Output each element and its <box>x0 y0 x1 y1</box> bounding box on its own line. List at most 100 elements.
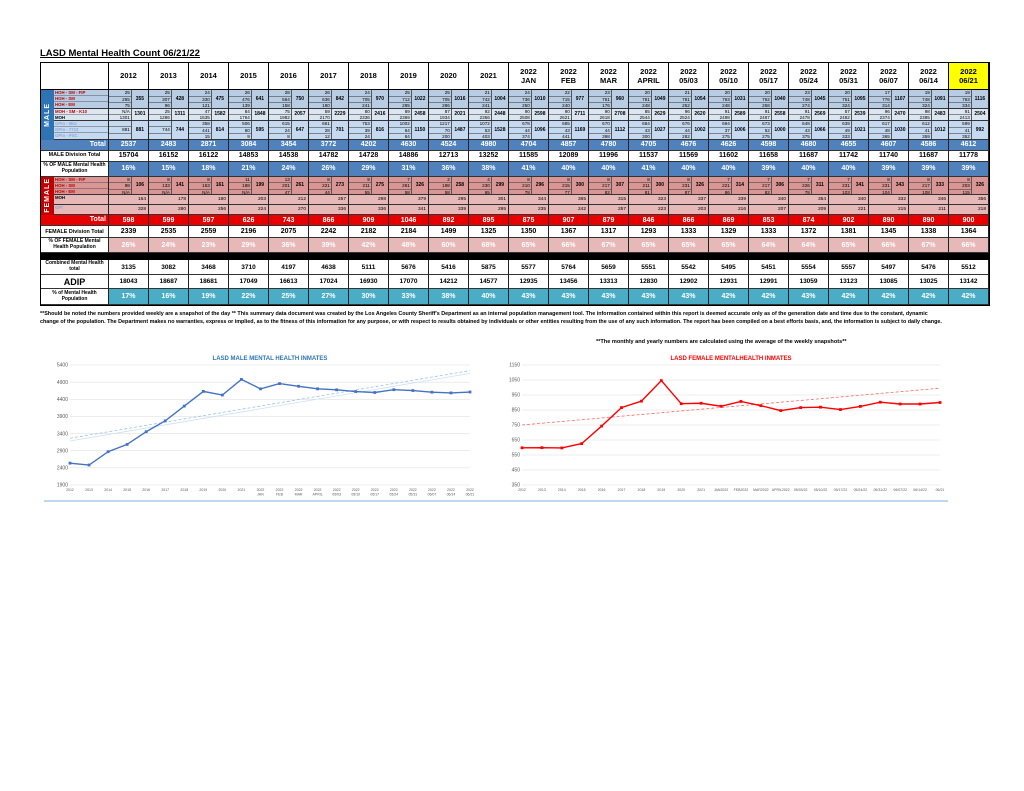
column-header-year: 2012 <box>120 71 137 81</box>
data-point-marker <box>182 404 186 408</box>
cell-value: 8 <box>149 177 171 184</box>
cell-value: N/A <box>202 190 210 196</box>
cell-value: 158 <box>282 103 290 109</box>
data-cell: 336 <box>309 205 349 216</box>
data-cell: 1072 53 403 1528 <box>469 120 509 140</box>
x-tick-label: JAN2022 <box>714 488 728 492</box>
summary-value: 26% <box>109 238 149 254</box>
group-subtotal: 2598 <box>530 108 548 120</box>
cell-value: 70 <box>429 128 451 135</box>
summary-value: 43% <box>789 289 829 306</box>
cell-value: 753 <box>349 121 371 128</box>
cell-value <box>149 134 171 139</box>
summary-value: 3454 <box>269 139 309 151</box>
summary-value: 16% <box>149 289 189 306</box>
summary-value: 1317 <box>589 226 629 239</box>
cell-value: 25 <box>389 90 411 97</box>
cell-values: 639 49 333 <box>829 121 851 139</box>
summary-value: 4612 <box>949 139 989 151</box>
summary-value: 17024 <box>309 275 349 290</box>
x-tick-label: 2012 <box>518 488 526 492</box>
data-cell: 7 261 58 326 <box>389 176 429 196</box>
row-label-cell: GPf <box>41 205 109 216</box>
data-cell: 22 715 240 977 <box>549 90 589 109</box>
data-cell: 218 <box>949 205 989 216</box>
summary-value: 13142 <box>949 275 989 290</box>
cell-values: 90 2618 <box>589 109 611 120</box>
data-cell: 24 705 241 970 <box>349 90 389 109</box>
data-point-marker <box>898 402 902 406</box>
cell-value: N/A <box>162 190 170 196</box>
cell-values: 8 231 104 <box>869 177 891 194</box>
summary-value: 892 <box>429 215 469 227</box>
group-subtotal: 1045 <box>810 90 828 108</box>
cell-value: 330 <box>189 97 211 104</box>
cell-value: 91 <box>789 109 811 116</box>
cell-values: 23 761 176 <box>589 90 611 108</box>
summary-value: 1372 <box>789 226 829 239</box>
cell-value: 84 <box>404 134 410 140</box>
group-subtotal: 273 <box>330 176 348 195</box>
summary-value: 42% <box>949 289 989 306</box>
cell-values: 20 751 324 <box>829 90 851 108</box>
data-cell: 57 2482 2539 <box>829 108 869 121</box>
column-header-year: 2022 <box>960 66 977 76</box>
data-point-marker <box>468 390 472 394</box>
cell-values: 19 763 334 <box>949 90 971 108</box>
cell-values: 91 2478 <box>789 109 811 120</box>
detail-single-row: GPf 328 280 256 224 270 336 336 341 339 295 235 242 2… <box>41 205 989 216</box>
x-tick-label: MAR <box>295 492 303 496</box>
summary-value: 19% <box>189 289 229 306</box>
cell-value: 751 <box>829 97 851 104</box>
cell-value: 96 <box>869 109 891 116</box>
group-subtotal: 647 <box>290 120 308 139</box>
summary-value: 11602 <box>709 150 749 162</box>
summary-value: 13252 <box>469 150 509 162</box>
group-subtotal: 299 <box>490 176 508 195</box>
cell-value: 59 <box>309 109 331 116</box>
summary-value: 12935 <box>509 275 549 290</box>
chart-svg: 350 450 550 650 750 850 950 1050 1150 LASD FEMALE… <box>509 356 945 492</box>
data-cell: 90 2621 2711 <box>549 108 589 121</box>
column-header-year: 2022 <box>560 66 577 76</box>
data-point-marker <box>819 405 822 409</box>
data-cell: 339 <box>429 205 469 216</box>
group-subtotal: 2458 <box>410 108 428 120</box>
data-cell: 90 2508 2598 <box>509 108 549 121</box>
cell-value: 20 <box>629 90 651 97</box>
cell-value: 2413 <box>959 115 970 121</box>
column-header: 2022 05/17 <box>749 63 789 90</box>
cell-value: 217 <box>909 183 931 191</box>
data-point-marker <box>600 424 604 428</box>
summary-value: 18687 <box>149 275 189 290</box>
cell-value: 20 <box>709 90 731 97</box>
data-cell: 328 <box>109 205 149 216</box>
header-row: 2012 2013 2014 2015 2016 2017 2018 2019 2020 2021… <box>41 63 989 90</box>
cell-value: 121 <box>202 103 210 109</box>
cell-value: 352 <box>962 134 970 140</box>
cell-value: 53 <box>469 128 491 135</box>
cell-value: 90 <box>549 109 571 116</box>
data-cell: 323 <box>629 195 669 206</box>
row-label: HOH - SM - FIP <box>41 177 108 183</box>
cell-values: 670 44 398 <box>589 121 611 139</box>
chart-title: LASD MALE MENTAL HEALTH INMATES <box>213 356 328 362</box>
summary-value: 40% <box>669 161 709 177</box>
data-cell: 340 <box>749 195 789 206</box>
summary-value: 65% <box>509 238 549 254</box>
cell-value: 230 <box>469 183 491 191</box>
row-label: MOH <box>55 114 66 120</box>
cell-value: 226 <box>789 183 811 191</box>
summary-value: 38% <box>429 289 469 306</box>
detail-row-labels: HOH - SM - FIP HOH - SM HOH - EM <box>41 176 109 196</box>
data-point-marker <box>354 390 358 393</box>
group-subtotal: 2483 <box>930 108 948 120</box>
data-point-marker <box>938 401 942 404</box>
x-tick-label: 05/31/22 <box>873 488 887 492</box>
group-subtotal: 341 <box>850 176 868 195</box>
data-cell: 178 <box>149 195 189 206</box>
cell-values: 96 2524 <box>669 109 691 120</box>
x-tick-label: 05/31 <box>408 492 417 496</box>
cell-value: 231 <box>829 183 851 191</box>
cell-value: 12 <box>324 134 330 140</box>
